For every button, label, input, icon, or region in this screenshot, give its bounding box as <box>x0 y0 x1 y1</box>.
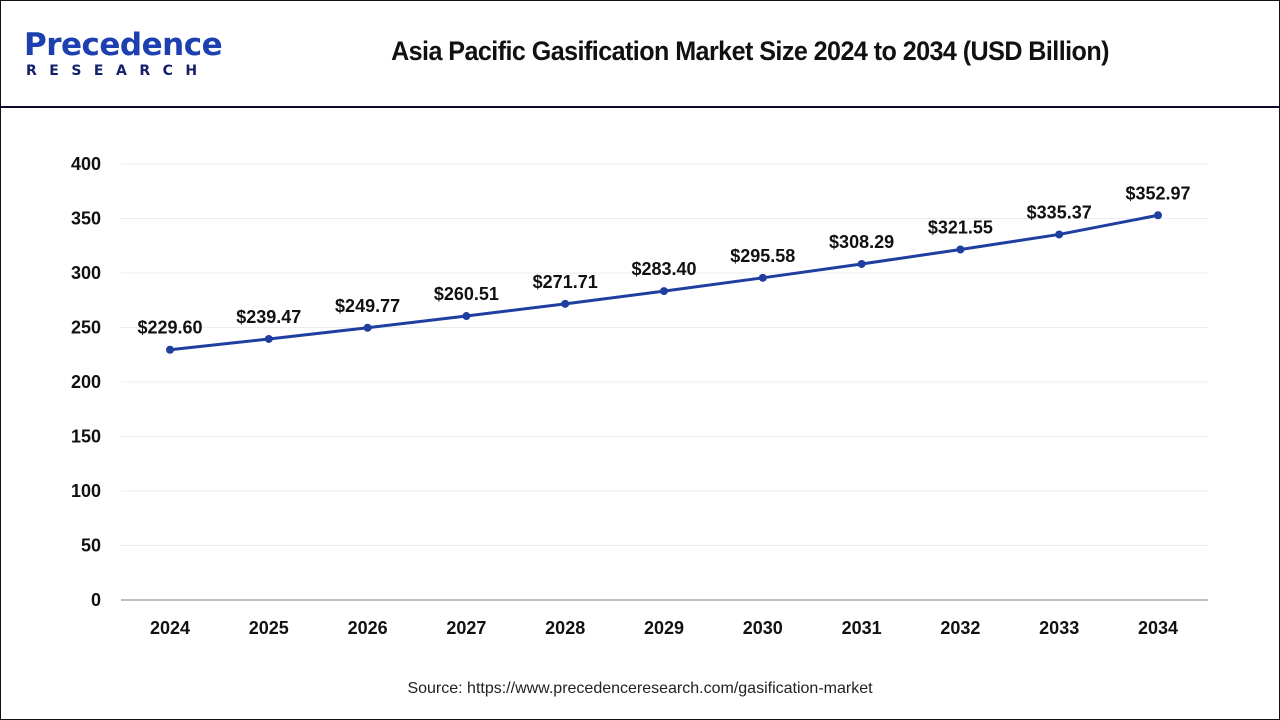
data-label: $283.40 <box>631 259 696 279</box>
data-point <box>561 299 570 308</box>
gridlines <box>121 163 1208 546</box>
data-point <box>660 287 668 296</box>
data-point-markers <box>166 211 1162 354</box>
x-tick-label: 2032 <box>940 618 980 638</box>
y-tick-label: 150 <box>71 427 101 447</box>
data-point <box>462 312 471 321</box>
y-tick-label: 400 <box>71 154 101 174</box>
y-tick-label: 300 <box>71 263 101 283</box>
x-tick-label: 2029 <box>644 618 684 638</box>
data-label: $335.37 <box>1027 202 1092 222</box>
data-label: $249.77 <box>335 296 400 316</box>
y-tick-label: 50 <box>81 536 101 556</box>
x-tick-label: 2030 <box>743 618 783 638</box>
data-label: $271.71 <box>533 272 598 292</box>
data-point <box>166 345 174 354</box>
data-label: $321.55 <box>928 218 993 238</box>
data-point <box>264 334 273 343</box>
x-tick-label: 2031 <box>842 618 882 638</box>
logo-wordmark: Precedence <box>24 27 223 63</box>
y-tick-label: 0 <box>91 590 101 610</box>
x-tick-label: 2034 <box>1138 618 1178 638</box>
y-tick-label: 200 <box>71 372 101 392</box>
y-tick-label: 350 <box>71 209 101 229</box>
x-tick-label: 2028 <box>545 618 585 638</box>
data-label: $260.51 <box>434 284 499 304</box>
data-label: $229.60 <box>137 318 202 338</box>
data-point <box>363 323 372 332</box>
x-axis-ticks: 2024 2025 2026 2027 2028 2029 2030 2031 2032 2033… <box>150 618 1178 638</box>
x-tick-label: 2026 <box>348 618 388 638</box>
data-label: $352.97 <box>1125 183 1190 203</box>
chart-title: Asia Pacific Gasification Market Size 20… <box>391 36 1109 66</box>
data-labels: $229.60 $239.47 $249.77 $260.51 $271.71 $283.… <box>137 183 1190 337</box>
y-tick-label: 250 <box>71 318 101 338</box>
data-point <box>857 259 866 268</box>
x-tick-label: 2025 <box>249 618 289 638</box>
data-label: $295.58 <box>730 246 795 266</box>
data-point <box>956 245 965 254</box>
data-point <box>758 273 767 282</box>
data-point <box>1055 230 1064 239</box>
logo-subtitle: RESEARCH <box>26 63 210 79</box>
data-point <box>1154 211 1162 220</box>
market-size-line <box>169 213 1159 352</box>
x-tick-label: 2027 <box>446 618 486 638</box>
source-citation: Source: https://www.precedenceresearch.c… <box>407 680 873 697</box>
header: Precedence RESEARCH Asia Pacific Gasific… <box>0 0 1280 108</box>
data-label: $308.29 <box>829 232 894 252</box>
x-tick-label: 2033 <box>1039 618 1079 638</box>
precedence-research-logo: Precedence RESEARCH <box>24 28 224 84</box>
x-tick-label: 2024 <box>150 618 190 638</box>
y-tick-label: 100 <box>71 481 101 501</box>
y-axis-ticks: 0 50 100 150 200 250 300 350 400 <box>71 154 101 610</box>
data-label: $239.47 <box>236 307 301 327</box>
